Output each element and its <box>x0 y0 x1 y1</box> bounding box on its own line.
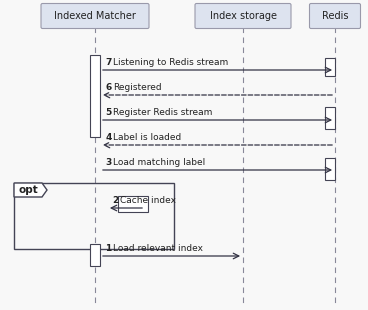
Text: Load relevant index: Load relevant index <box>113 244 203 253</box>
Text: Registered: Registered <box>113 83 162 92</box>
Text: Register Redis stream: Register Redis stream <box>113 108 212 117</box>
Text: 7: 7 <box>106 58 116 67</box>
FancyBboxPatch shape <box>41 3 149 29</box>
Text: Index storage: Index storage <box>209 11 276 21</box>
Text: 6: 6 <box>106 83 116 92</box>
Bar <box>325 107 335 129</box>
Text: 5: 5 <box>106 108 116 117</box>
Text: Cache index: Cache index <box>120 196 176 205</box>
Bar <box>14 183 174 249</box>
Text: 4: 4 <box>106 133 116 142</box>
FancyBboxPatch shape <box>195 3 291 29</box>
Polygon shape <box>14 183 47 197</box>
Text: 3: 3 <box>106 158 116 167</box>
Bar <box>325 158 335 180</box>
Text: opt: opt <box>18 185 38 195</box>
Text: Label is loaded: Label is loaded <box>113 133 181 142</box>
Bar <box>90 244 100 266</box>
Bar <box>90 55 100 137</box>
Bar <box>118 196 148 212</box>
Text: 2: 2 <box>113 196 123 205</box>
Bar <box>325 58 335 76</box>
FancyBboxPatch shape <box>309 3 361 29</box>
Text: Redis: Redis <box>322 11 348 21</box>
Text: Listening to Redis stream: Listening to Redis stream <box>113 58 228 67</box>
Text: Load matching label: Load matching label <box>113 158 205 167</box>
Text: Indexed Matcher: Indexed Matcher <box>54 11 136 21</box>
Text: 1: 1 <box>106 244 116 253</box>
